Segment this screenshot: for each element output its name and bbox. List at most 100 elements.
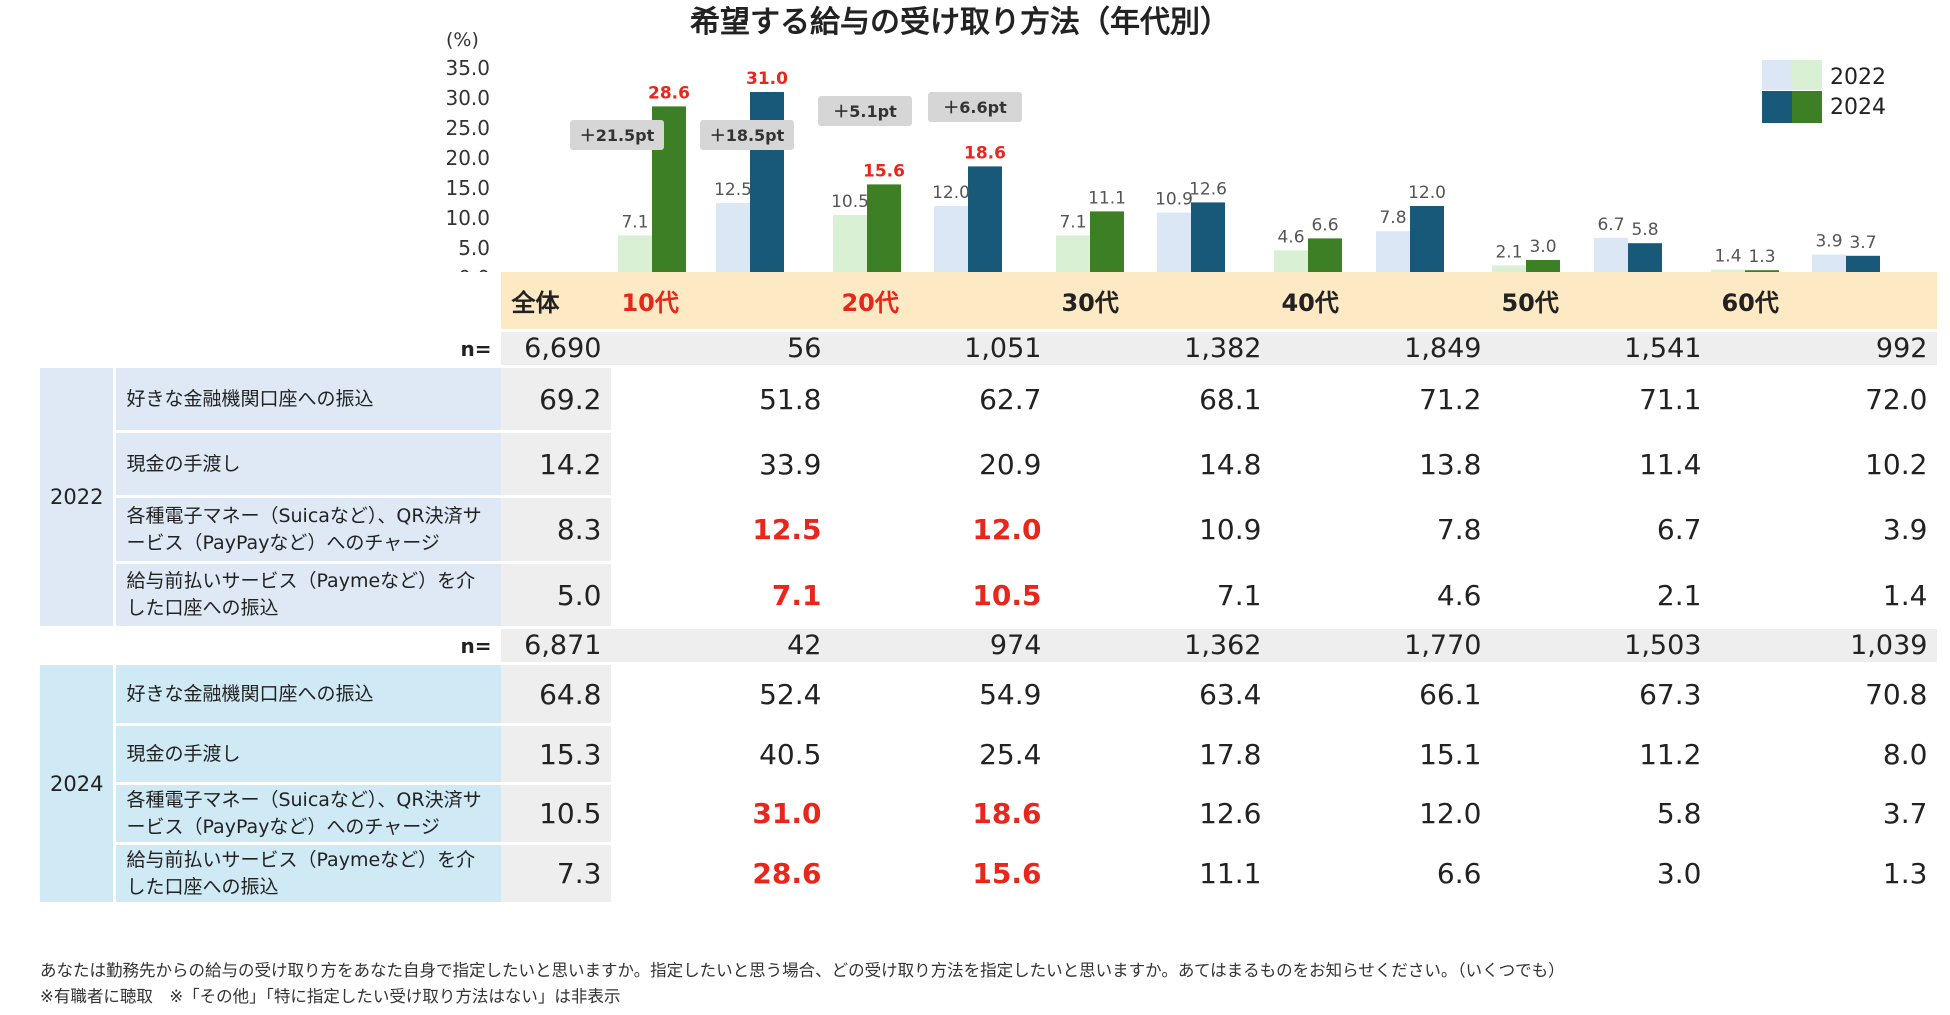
data-label-2022: 7.1 xyxy=(1059,212,1086,232)
data-label-2022: 12.0 xyxy=(932,183,970,203)
table-cell: 66.1 xyxy=(1271,665,1492,726)
table-cell: 8.3 xyxy=(501,498,612,564)
table-cell: 11.2 xyxy=(1491,726,1712,785)
table-cell: 7.3 xyxy=(501,845,612,905)
data-label-2024: 18.6 xyxy=(964,143,1006,163)
y-tick-label: 25.0 xyxy=(445,116,490,140)
table-cell: 15.6 xyxy=(831,845,1052,905)
data-table: 全体 10代 20代 30代 40代 50代 60代 n= 6,690 56 1,051 1,382 1… xyxy=(40,272,1938,905)
data-label-2024: 3.0 xyxy=(1529,237,1556,257)
table-cell: 67.3 xyxy=(1491,665,1712,726)
table-cell: 10.5 xyxy=(831,564,1052,629)
bar-2022 xyxy=(618,235,652,278)
bar-2022 xyxy=(1056,235,1090,278)
n-value: 6,690 xyxy=(501,332,612,368)
n-value: 1,039 xyxy=(1711,629,1938,665)
legend-swatch-2022-emoney xyxy=(1762,60,1792,90)
table-cell: 70.8 xyxy=(1711,665,1938,726)
table-row: 給与前払いサービス（Paymeなど）を介した口座への振込 5.0 7.1 10.5 7.… xyxy=(40,564,1938,629)
table-row: 給与前払いサービス（Paymeなど）を介した口座への振込 7.3 28.6 15.6 1… xyxy=(40,845,1938,905)
bar-2024 xyxy=(1191,202,1225,278)
delta-annotation-box xyxy=(928,92,1022,122)
table-cell: 5.8 xyxy=(1491,785,1712,845)
n-value: 1,382 xyxy=(1051,332,1272,368)
table-cell: 17.8 xyxy=(1051,726,1272,785)
data-label-2022: 10.9 xyxy=(1155,190,1193,210)
y-tick-label: 20.0 xyxy=(445,146,490,170)
age-group-header: 全体 xyxy=(501,272,612,332)
table-cell: 7.1 xyxy=(611,564,832,629)
delta-annotation-box xyxy=(570,120,664,150)
bar-2024 xyxy=(1090,211,1124,278)
data-label-2024: 12.6 xyxy=(1189,179,1227,199)
table-cell: 52.4 xyxy=(611,665,832,726)
n-value: 56 xyxy=(611,332,832,368)
bar-2022 xyxy=(1376,231,1410,278)
table-cell: 3.0 xyxy=(1491,845,1712,905)
table-row: 各種電子マネー（Suicaなど）、QR決済サービス（PayPayなど）へのチャー… xyxy=(40,785,1938,845)
table-row: 2022 好きな金融機関口座への振込 69.2 51.8 62.7 68.1 71.2 71.… xyxy=(40,368,1938,629)
delta-annotation: ＋6.6pt xyxy=(943,98,1007,117)
y-tick-label: 5.0 xyxy=(458,236,490,260)
row-label: 好きな金融機関口座への振込 xyxy=(116,665,502,726)
age-group-header: 60代 xyxy=(1711,272,1938,332)
table-cell: 69.2 xyxy=(501,368,612,433)
bar-2022 xyxy=(1594,237,1628,278)
data-label-2022: 1.4 xyxy=(1714,247,1741,267)
table-cell: 2.1 xyxy=(1491,564,1712,629)
n-row-blank-cell xyxy=(40,629,117,665)
table-cell: 33.9 xyxy=(611,433,832,498)
legend-label-2024: 2024 xyxy=(1830,95,1886,120)
bar-2022 xyxy=(1157,212,1191,278)
n-value: 1,541 xyxy=(1491,332,1712,368)
table-row: 現金の手渡し 14.2 33.9 20.9 14.8 13.8 11.4 10.2 xyxy=(40,433,1938,498)
table-cell: 10.9 xyxy=(1051,498,1272,564)
table-cell: 5.0 xyxy=(501,564,612,629)
table-cell: 3.7 xyxy=(1711,785,1938,845)
n-row-2022: n= 6,690 56 1,051 1,382 1,849 1,541 992 xyxy=(40,332,1938,368)
age-group-header: 40代 xyxy=(1271,272,1492,332)
age-group-header: 50代 xyxy=(1491,272,1712,332)
bar-2022 xyxy=(716,203,750,278)
age-group-header: 10代 xyxy=(611,272,832,332)
table-cell: 10.5 xyxy=(501,785,612,845)
table-cell: 14.2 xyxy=(501,433,612,498)
bar-2024 xyxy=(750,92,784,278)
data-label-2022: 12.5 xyxy=(714,180,752,200)
n-value: 1,051 xyxy=(831,332,1052,368)
data-label-2022: 7.1 xyxy=(621,212,648,232)
bar-2022 xyxy=(833,215,867,278)
table-cell: 28.6 xyxy=(611,845,832,905)
row-label: 各種電子マネー（Suicaなど）、QR決済サービス（PayPayなど）へのチャー… xyxy=(116,498,502,564)
year-label: 2024 xyxy=(40,665,117,905)
table-cell: 72.0 xyxy=(1711,368,1938,433)
table-row: 各種電子マネー（Suicaなど）、QR決済サービス（PayPayなど）へのチャー… xyxy=(40,498,1938,564)
delta-annotation: ＋5.1pt xyxy=(833,102,897,121)
data-label-2022: 7.8 xyxy=(1379,208,1406,228)
age-header-row: 全体 10代 20代 30代 40代 50代 60代 xyxy=(40,272,1938,332)
bar-2024 xyxy=(1308,238,1342,278)
n-value: 6,871 xyxy=(501,629,612,665)
table-cell: 15.3 xyxy=(501,726,612,785)
delta-annotation-box xyxy=(700,120,794,150)
table-cell: 10.2 xyxy=(1711,433,1938,498)
n-value: 1,503 xyxy=(1491,629,1712,665)
legend-swatch-2024-emoney xyxy=(1762,91,1792,123)
n-label: n= xyxy=(116,332,502,368)
table-cell: 71.2 xyxy=(1271,368,1492,433)
n-value: 42 xyxy=(611,629,832,665)
legend-label-2022: 2022 xyxy=(1830,65,1886,90)
n-value: 1,849 xyxy=(1271,332,1492,368)
table-cell: 14.8 xyxy=(1051,433,1272,498)
data-label-2024: 6.6 xyxy=(1311,215,1338,235)
bar-2024 xyxy=(867,184,901,278)
age-group-header: 20代 xyxy=(831,272,1052,332)
legend-swatch-2024-prepay xyxy=(1792,91,1822,123)
table-cell: 31.0 xyxy=(611,785,832,845)
table-row: 2024 好きな金融機関口座への振込 64.8 52.4 54.9 63.4 66.1 67.… xyxy=(40,665,1938,905)
n-value: 1,770 xyxy=(1271,629,1492,665)
survey-question-note: あなたは勤務先からの給与の受け取り方をあなた自身で指定したいと思いますか。指定し… xyxy=(40,961,1565,980)
row-label: 好きな金融機関口座への振込 xyxy=(116,368,502,433)
table-cell: 7.1 xyxy=(1051,564,1272,629)
year-label: 2022 xyxy=(40,368,117,629)
